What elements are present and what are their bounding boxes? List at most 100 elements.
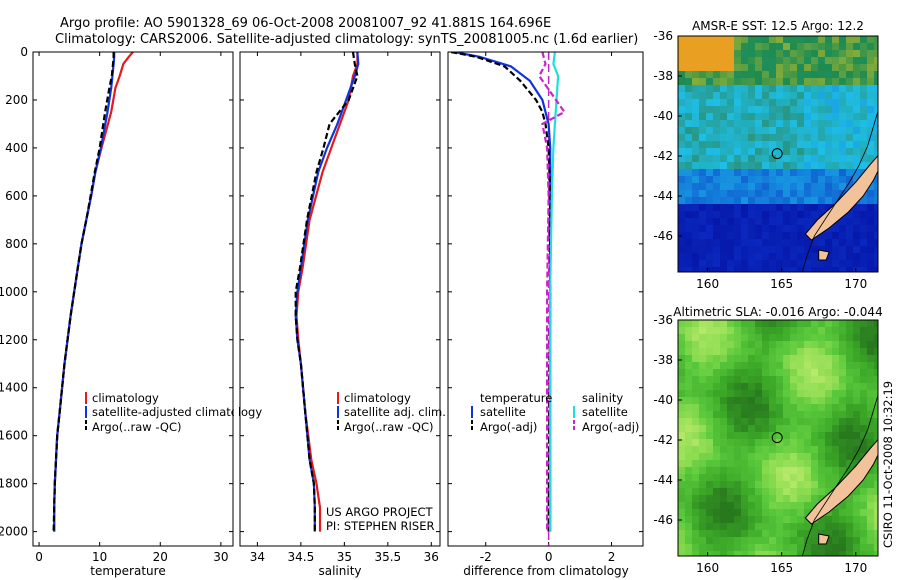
map-cell [734, 134, 742, 142]
map-cell [692, 432, 700, 440]
salinity-legend: climatology satellite adj. clim. Argo(..… [337, 391, 446, 434]
map-cell [713, 99, 721, 107]
map-cell [811, 523, 819, 531]
map-cell [839, 523, 847, 531]
map-cell [678, 134, 686, 142]
map-cell [741, 334, 749, 342]
map-cell [853, 71, 861, 79]
map-cell [699, 141, 707, 149]
map-cell [853, 134, 861, 142]
map-cell [685, 36, 693, 44]
map-cell [797, 218, 805, 226]
map-cell [720, 460, 728, 468]
map-cell [713, 148, 721, 156]
map-cell [678, 211, 686, 219]
map-cell [755, 64, 763, 72]
map-cell [748, 411, 756, 419]
map-cell [685, 474, 693, 482]
map-cell [699, 523, 707, 531]
map-cell [748, 43, 756, 51]
map-cell [804, 376, 812, 384]
map-cell [797, 362, 805, 370]
map-cell [678, 106, 686, 114]
map-cell [678, 376, 686, 384]
map-cell [867, 516, 875, 524]
map-cell [867, 509, 875, 517]
map-cell [734, 99, 742, 107]
map-cell [832, 225, 840, 233]
map-cell [853, 106, 861, 114]
map-cell [839, 113, 847, 121]
map-cell [832, 467, 840, 475]
map-cell [706, 246, 714, 254]
map-cell [748, 530, 756, 538]
map-cell [860, 134, 868, 142]
map-cell [685, 509, 693, 517]
map-cell [734, 327, 742, 335]
map-cell [797, 127, 805, 135]
map-cell [748, 425, 756, 433]
map-cell [776, 155, 784, 163]
map-cell [706, 92, 714, 100]
map-cell [853, 390, 861, 398]
map-cell [678, 418, 686, 426]
map-cell [853, 148, 861, 156]
map-cell [692, 92, 700, 100]
map-cell [839, 348, 847, 356]
map-cell [769, 99, 777, 107]
map-cell [818, 474, 826, 482]
map-cell [839, 218, 847, 226]
map-cell [853, 446, 861, 454]
map-cell [706, 446, 714, 454]
map-cell [762, 57, 770, 65]
map-cell [818, 530, 826, 538]
ytick-label: 2000 [0, 525, 28, 539]
map-cell [727, 460, 735, 468]
map-cell [776, 509, 784, 517]
ytick-label: 800 [5, 237, 28, 251]
map-cell [748, 36, 756, 44]
map-cell [727, 446, 735, 454]
map-cell [727, 320, 735, 328]
map-cell [860, 162, 868, 170]
map-cell [734, 169, 742, 177]
map-cell [706, 348, 714, 356]
map-cell [832, 425, 840, 433]
map-cell [720, 348, 728, 356]
map-cell [825, 432, 833, 440]
map-cell [811, 348, 819, 356]
map-cell [804, 99, 812, 107]
map-cell [734, 404, 742, 412]
map-cell [804, 362, 812, 370]
map-cell [804, 36, 812, 44]
map-cell [755, 348, 763, 356]
map-cell [692, 36, 700, 44]
map-cell [818, 411, 826, 419]
map-cell [741, 127, 749, 135]
map-cell [811, 113, 819, 121]
map-cell [699, 99, 707, 107]
map-cell [783, 183, 791, 191]
map-cell [762, 425, 770, 433]
map-cell [818, 204, 826, 212]
map-cell [706, 369, 714, 377]
map-cell [804, 183, 812, 191]
map-cell [846, 246, 854, 254]
map-cell [692, 134, 700, 142]
map-cell [790, 327, 798, 335]
map-cell [825, 134, 833, 142]
map-cell [741, 92, 749, 100]
map-cell [832, 134, 840, 142]
map-cell [762, 162, 770, 170]
map-cell [741, 211, 749, 219]
map-cell [699, 64, 707, 72]
map-cell [741, 481, 749, 489]
xtick-label: 0 [545, 550, 553, 564]
map-cell [755, 155, 763, 163]
map-cell [699, 327, 707, 335]
map-cell [734, 176, 742, 184]
map-cell [692, 481, 700, 489]
map-ytick-label: -36 [653, 29, 673, 43]
map-cell [846, 355, 854, 363]
map-cell [762, 197, 770, 205]
